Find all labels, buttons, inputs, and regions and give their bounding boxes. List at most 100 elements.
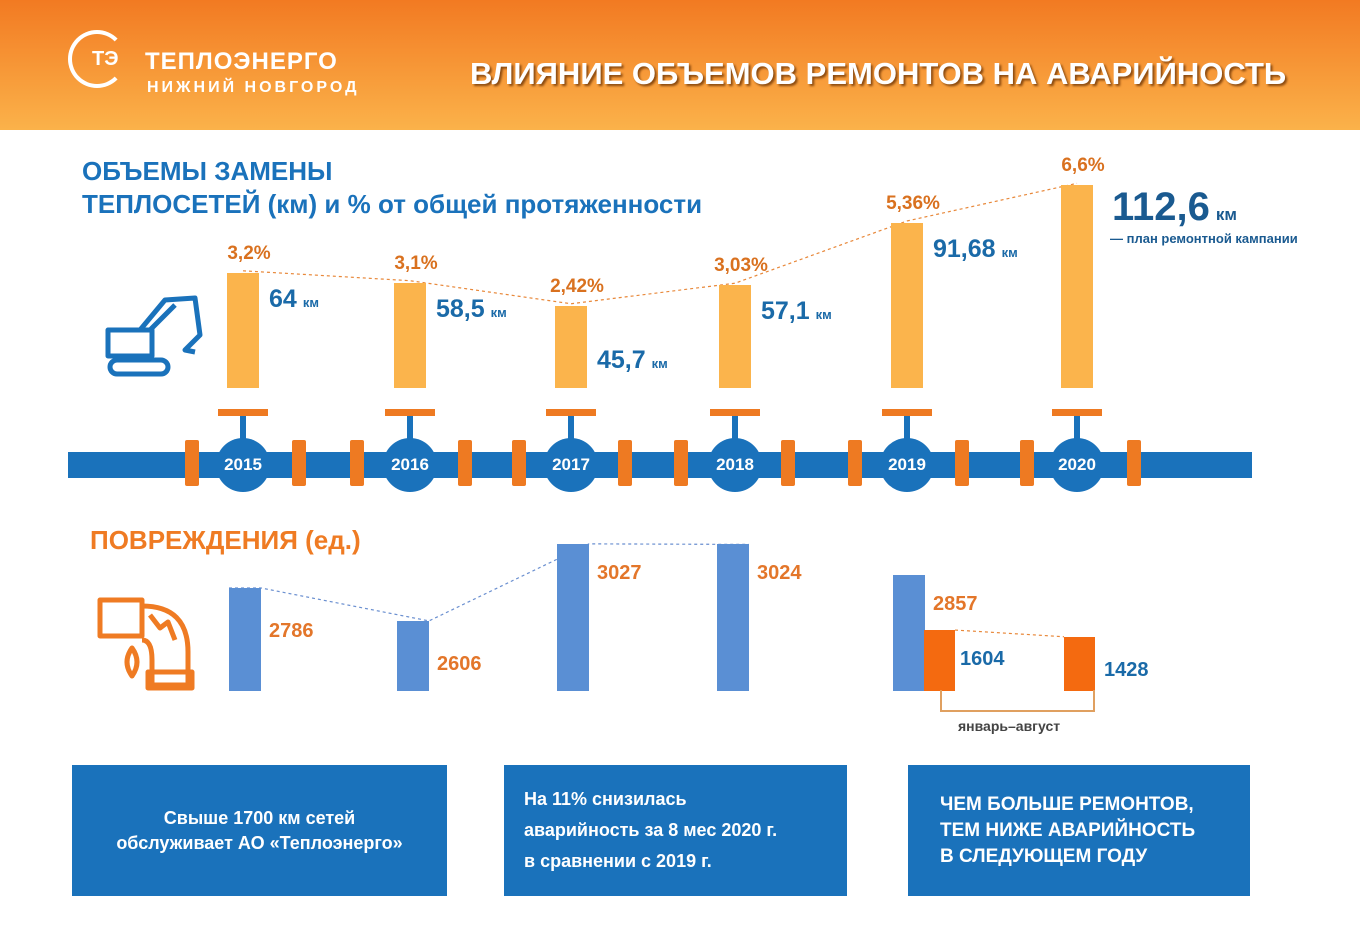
- pipe-flange: [292, 440, 306, 486]
- box-line: аварийность за 8 мес 2020 г.: [524, 820, 778, 840]
- percent-trend-line: [242, 182, 1078, 305]
- pipe-flange: [674, 440, 688, 486]
- pipe-flange: [458, 440, 472, 486]
- chart1-title-line2: ТЕПЛОСЕТЕЙ (км) и % от общей протяженнос…: [82, 189, 703, 219]
- km-label: 45,7 км: [597, 346, 668, 375]
- km-bar: [555, 305, 587, 388]
- box-line: Свыше 1700 км сетей: [163, 807, 356, 828]
- box-line: На 11% снизилась: [524, 789, 687, 809]
- damage-value: 3024: [757, 562, 802, 585]
- box-line: ТЕМ НИЖЕ АВАРИЙНОСТЬ: [940, 819, 1196, 841]
- valve-handle: [710, 409, 760, 416]
- valve-icon: [383, 438, 437, 492]
- pipe-flange: [618, 440, 632, 486]
- valve-stem: [904, 414, 910, 440]
- damage-bar: [557, 543, 589, 691]
- damage-bar: [397, 620, 429, 691]
- valve-icon: [216, 438, 270, 492]
- percent-label: 3,2%: [227, 242, 271, 264]
- valve-stem: [240, 414, 246, 440]
- km-unit: км: [490, 304, 507, 320]
- percent-label: 5,36%: [886, 192, 940, 214]
- valve-icon: [1050, 438, 1104, 492]
- km-unit: км: [651, 355, 668, 371]
- info-box-1: Свыше 1700 км сетей обслуживает АО «Тепло…: [72, 765, 447, 896]
- percent-label: 3,1%: [394, 252, 438, 274]
- info-box-3: ЧЕМ БОЛЬШЕ РЕМОНТОВ, ТЕМ НИЖЕ АВАРИЙНОСТЬ…: [908, 765, 1250, 896]
- partial-damage-value: 1428: [1104, 658, 1149, 681]
- chart2-title: ПОВРЕЖДЕНИЯ (ед.): [90, 525, 361, 555]
- box-line: в сравнении с 2019 г.: [524, 851, 712, 871]
- km-value: 45,7: [597, 345, 646, 374]
- km-value: 58,5: [436, 294, 485, 323]
- km-bar: [394, 282, 426, 388]
- percent-label: 2,42%: [550, 275, 604, 297]
- pipe-flange: [185, 440, 199, 486]
- year-label: 2017: [552, 455, 590, 474]
- year-label: 2019: [888, 455, 926, 474]
- plan-note: — план ремонтной кампании: [1110, 231, 1298, 246]
- header: [0, 0, 1360, 130]
- year-label: 2018: [716, 455, 754, 474]
- chart1-title: ОБЪЕМЫ ЗАМЕНЫ ТЕПЛОСЕТЕЙ (км) и % от общ…: [82, 155, 702, 221]
- km-label: 64 км: [269, 285, 319, 314]
- pipe-flange: [1127, 440, 1141, 486]
- percent-label: 3,03%: [714, 255, 768, 277]
- logo-ring-icon: [68, 30, 126, 88]
- year-label: 2016: [391, 455, 429, 474]
- valve-stem: [732, 414, 738, 440]
- damage-bar: [717, 544, 749, 691]
- valve-handle: [218, 409, 268, 416]
- info-box-2: На 11% снизилась аварийность за 8 мес 202…: [504, 765, 847, 896]
- year-label: 2020: [1058, 455, 1096, 474]
- km-label: 112,6 км: [1112, 185, 1237, 230]
- km-unit: км: [1215, 205, 1237, 225]
- km-value: 91,68: [933, 234, 996, 263]
- valve-icon: [544, 438, 598, 492]
- pipe-flange: [350, 440, 364, 486]
- broken-pipe-icon: [97, 597, 195, 691]
- km-bar: [227, 272, 259, 388]
- km-unit: км: [1001, 244, 1018, 260]
- valve-handle: [1052, 409, 1102, 416]
- damage-value: 2786: [269, 619, 314, 642]
- valve-handle: [546, 409, 596, 416]
- box-line: В СЛЕДУЮЩЕМ ГОДУ: [940, 845, 1148, 867]
- partial-damage-bar: [924, 630, 955, 691]
- km-label: 91,68 км: [933, 235, 1018, 264]
- km-value: 57,1: [761, 297, 810, 326]
- km-unit: км: [302, 294, 319, 310]
- damage-bar: [229, 587, 261, 691]
- valve-stem: [1074, 414, 1080, 440]
- damage-value: 2857: [933, 592, 978, 615]
- excavator-icon: [105, 295, 203, 377]
- pipe-flange: [781, 440, 795, 486]
- damage-value: 2606: [437, 652, 482, 675]
- damage-trend-line: [229, 543, 750, 622]
- logo-city: НИЖНИЙ НОВГОРОД: [147, 79, 360, 96]
- km-value: 64: [269, 284, 297, 313]
- percent-label: 6,6%: [1061, 155, 1105, 177]
- km-bar: [891, 222, 923, 388]
- valve-stem: [568, 414, 574, 440]
- pipe-flange: [848, 440, 862, 486]
- partial-damage-bar: [1064, 636, 1095, 691]
- valve-handle: [385, 409, 435, 416]
- box-line: обслуживает АО «Теплоэнерго»: [116, 832, 403, 853]
- km-unit: км: [815, 307, 832, 323]
- valve-handle: [882, 409, 932, 416]
- valve-icon: [708, 438, 762, 492]
- km-bar: [719, 285, 751, 388]
- valve-stem: [407, 414, 413, 440]
- partial-damage-value: 1604: [960, 648, 1005, 671]
- pipe-flange: [955, 440, 969, 486]
- valve-icon: [880, 438, 934, 492]
- logo-abbr: ТЭ: [92, 48, 119, 70]
- box-line: ЧЕМ БОЛЬШЕ РЕМОНТОВ,: [940, 793, 1194, 815]
- km-label: 57,1 км: [761, 297, 832, 326]
- page-title: ВЛИЯНИЕ ОБЪЕМОВ РЕМОНТОВ НА АВАРИЙНОСТЬ: [470, 56, 1287, 91]
- km-value: 112,6: [1112, 185, 1210, 230]
- jan-aug-label: январь–август: [958, 718, 1061, 734]
- km-bar: [1061, 185, 1093, 388]
